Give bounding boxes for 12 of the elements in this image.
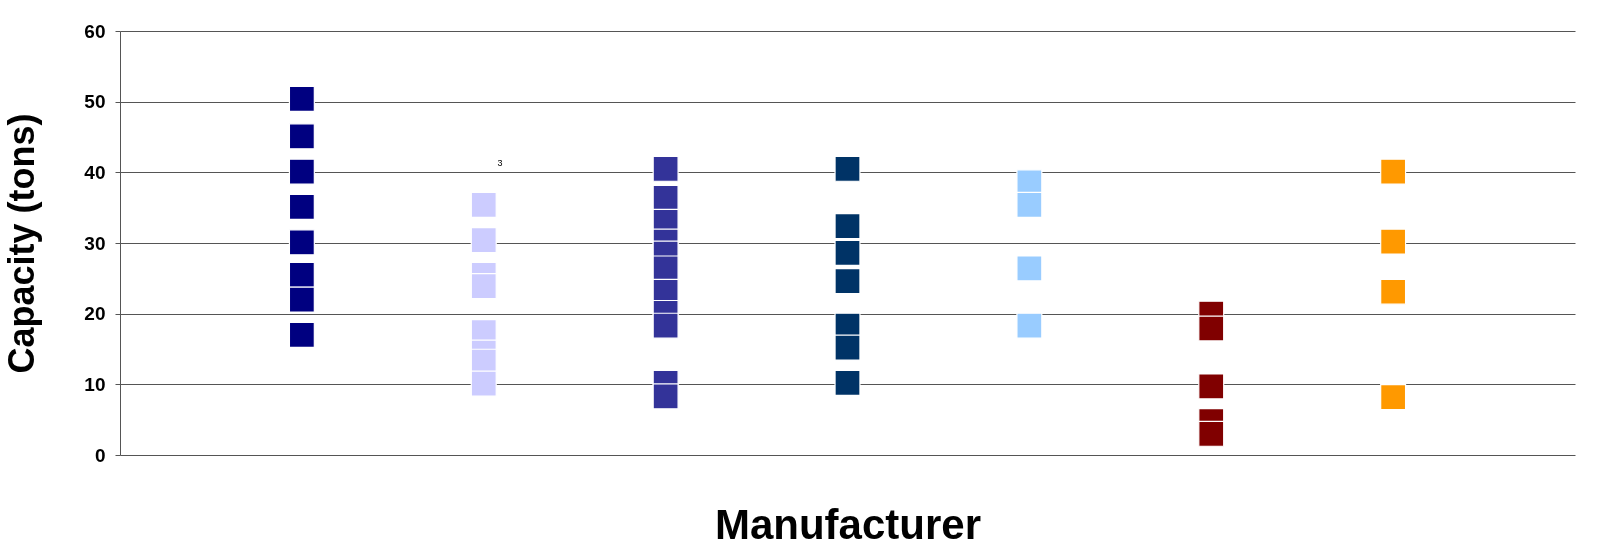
y-tick-label: 0 <box>94 444 106 466</box>
y-tick-label: 10 <box>84 373 106 395</box>
y-tick-label: 40 <box>84 161 106 183</box>
y-tick-label: 20 <box>84 303 106 325</box>
y-tick-label: 30 <box>84 232 106 254</box>
point <box>652 383 679 410</box>
y-tick-label: 60 <box>84 20 106 42</box>
annotation: 3 <box>497 158 503 168</box>
x-axis-title: Manufacturer <box>714 500 982 546</box>
y-tick-label: 50 <box>84 91 106 113</box>
point <box>652 312 679 339</box>
y-axis-title: Capacity (tons) <box>1 113 43 374</box>
